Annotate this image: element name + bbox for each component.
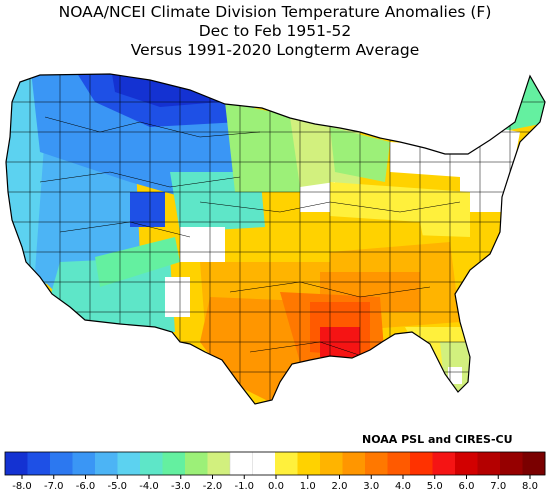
legend-tick-label: 8.0 <box>522 481 538 492</box>
legend-swatch <box>5 452 28 475</box>
legend-swatch <box>410 452 433 475</box>
legend-swatch <box>522 452 546 475</box>
legend-swatch <box>72 452 96 475</box>
legend-swatch <box>320 452 343 475</box>
region-neutral-lake-erie <box>390 142 465 177</box>
legend-tick-label: 4.0 <box>395 481 411 492</box>
legend-tick-label: 3.0 <box>363 481 379 492</box>
legend-swatches <box>4 451 546 476</box>
legend-swatch <box>455 452 478 475</box>
region-neutral-florida <box>448 367 462 384</box>
legend-tick-label: -5.0 <box>107 481 127 492</box>
map-title: NOAA/NCEI Climate Division Temperature A… <box>58 3 492 21</box>
map-baseline: Versus 1991-2020 Longterm Average <box>130 41 420 59</box>
us-outline <box>5 73 546 405</box>
legend-swatch <box>477 452 501 475</box>
legend-tick-label: -2.0 <box>203 481 223 492</box>
us-climate-division-map <box>5 73 546 405</box>
legend-swatch <box>387 452 411 475</box>
legend-tick-label: -1.0 <box>234 481 254 492</box>
region-four-corners <box>95 237 180 287</box>
legend-swatch <box>252 451 276 476</box>
region-new-england-green <box>490 74 545 132</box>
color-legend: -8.0 -7.0 -6.0 -5.0 -4.0 -3.0 -2.0 -1.0 0.0 1.0 2.… <box>4 451 546 492</box>
legend-tick-label: -8.0 <box>12 481 32 492</box>
legend-tick-label: 0.0 <box>268 481 284 492</box>
legend-swatch <box>27 452 51 475</box>
legend-tick-label: -3.0 <box>171 481 191 492</box>
region-neutral-southwest <box>165 277 190 317</box>
legend-tick-label: 7.0 <box>490 481 506 492</box>
anomaly-fill <box>6 74 545 404</box>
legend-swatch <box>365 452 388 475</box>
legend-swatch <box>185 452 208 475</box>
legend-swatch <box>117 452 141 475</box>
region-neutral-nebraska <box>180 227 225 262</box>
legend-tick-label: -4.0 <box>139 481 159 492</box>
legend-swatch <box>275 452 298 475</box>
legend-swatch <box>500 452 523 475</box>
legend-tick-label: 1.0 <box>300 481 316 492</box>
legend-swatch <box>297 452 321 475</box>
legend-tick-label: 2.0 <box>332 481 348 492</box>
legend-swatch <box>162 452 186 475</box>
legend-tick-label: 5.0 <box>427 481 443 492</box>
map-period: Dec to Feb 1951-52 <box>198 22 352 40</box>
legend-tick-label: 6.0 <box>459 481 475 492</box>
legend-swatch <box>207 452 231 475</box>
region-wyoming-core <box>130 192 165 227</box>
legend-tick-label: -7.0 <box>44 481 64 492</box>
legend-swatch <box>95 452 118 475</box>
legend-swatch <box>50 452 73 475</box>
legend-swatch <box>229 451 254 476</box>
legend-tick-label: -6.0 <box>76 481 96 492</box>
legend-swatch <box>432 452 456 475</box>
credit-label: NOAA PSL and CIRES-CU <box>362 433 513 446</box>
legend-swatch <box>140 452 163 475</box>
legend-swatch <box>342 452 366 475</box>
legend-frame <box>4 451 546 476</box>
region-north-core <box>110 74 220 107</box>
legend-ticks: -8.0 -7.0 -6.0 -5.0 -4.0 -3.0 -2.0 -1.0 0.0 1.0 2.… <box>12 475 538 492</box>
